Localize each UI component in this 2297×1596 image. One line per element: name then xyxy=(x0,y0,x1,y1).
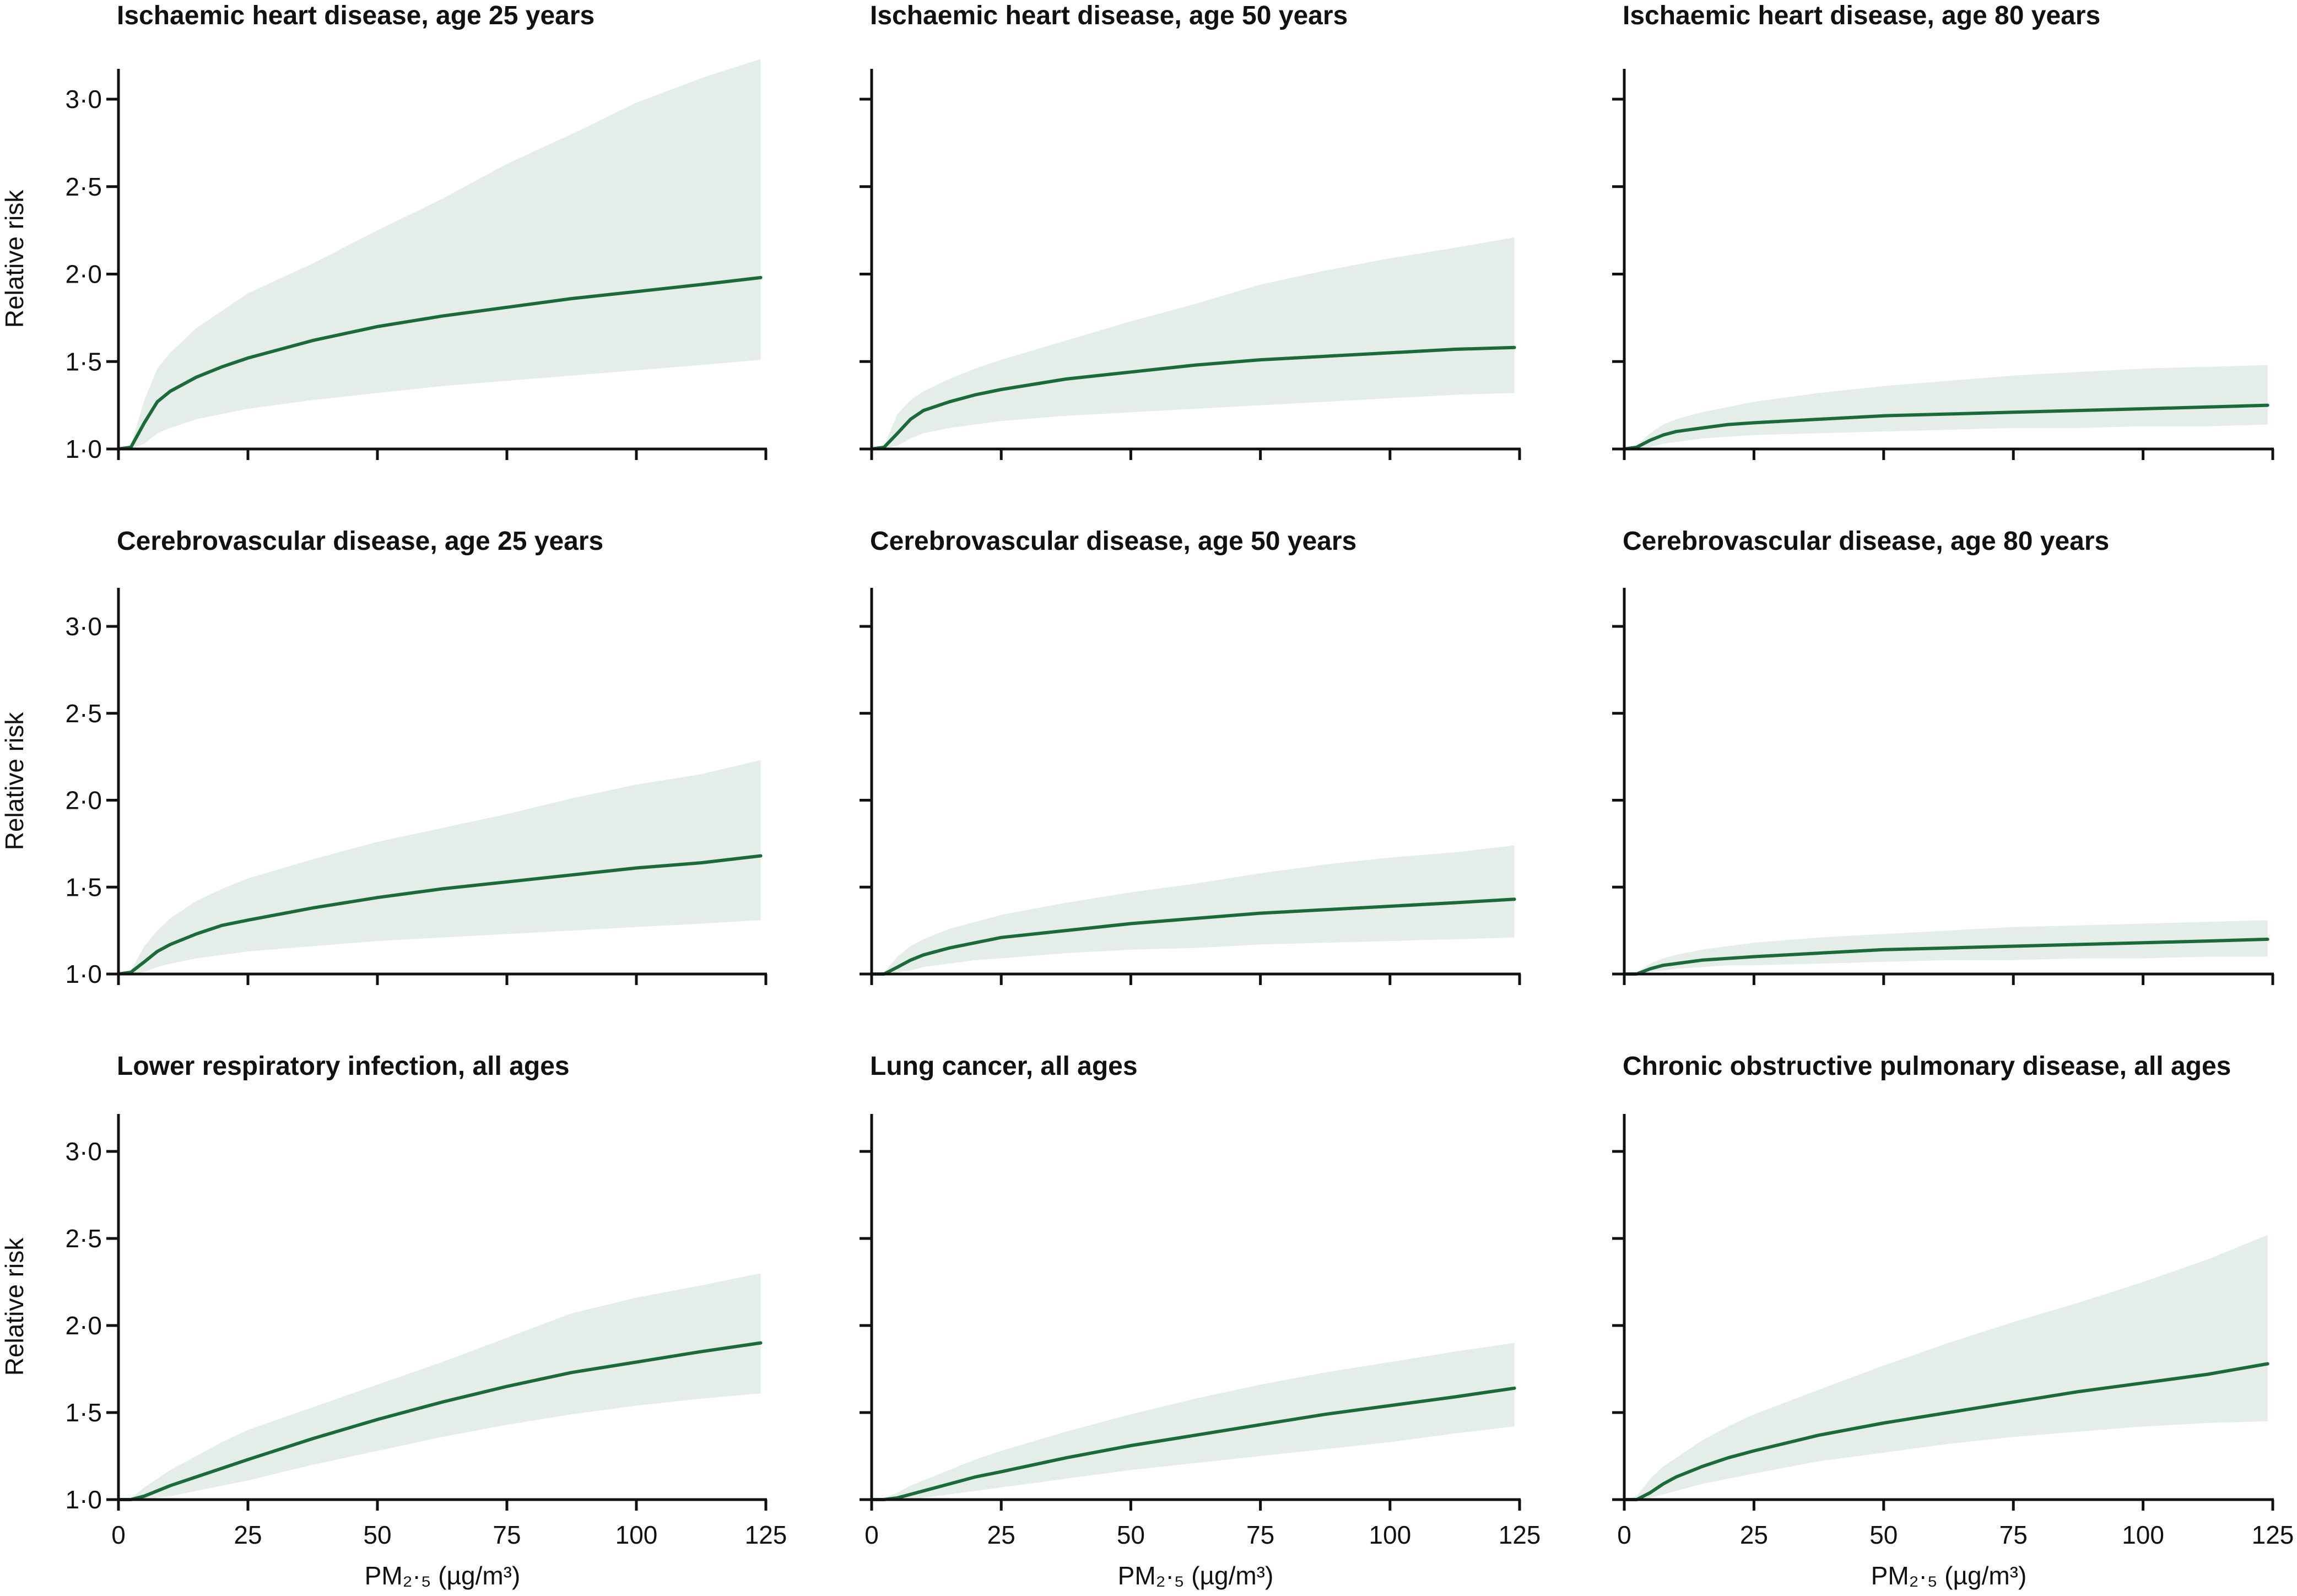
y-tick-label: 1·5 xyxy=(66,873,102,901)
panel-9: Chronic obstructive pulmonary disease, a… xyxy=(1612,1052,2294,1590)
panel-title: Ischaemic heart disease, age 25 years xyxy=(117,1,594,30)
x-tick-label: 25 xyxy=(234,1521,262,1549)
panel-title: Ischaemic heart disease, age 50 years xyxy=(870,1,1348,30)
series-line xyxy=(1623,403,2269,451)
x-axis-label: PM₂·₅ (µg/m³) xyxy=(1118,1561,1274,1590)
y-tick-label: 2·0 xyxy=(66,786,102,815)
x-tick-label: 25 xyxy=(1740,1521,1768,1549)
panel-title: Cerebrovascular disease, age 25 years xyxy=(117,527,603,556)
panel-title: Ischaemic heart disease, age 80 years xyxy=(1623,1,2100,30)
panel-1: Ischaemic heart disease, age 25 years 1·0… xyxy=(0,1,768,463)
x-tick-label: 0 xyxy=(111,1521,126,1549)
series-line xyxy=(870,1386,1516,1501)
series-line xyxy=(870,897,1516,976)
x-tick-label: 50 xyxy=(1869,1521,1898,1549)
y-tick-label: 2·0 xyxy=(66,260,102,289)
confidence-band xyxy=(872,237,1515,449)
panel-2: Ischaemic heart disease, age 50 years xyxy=(860,1,1521,460)
y-tick-label: 2·5 xyxy=(66,1224,102,1253)
y-axis-label: Relative risk xyxy=(0,1237,29,1376)
panel-title: Cerebrovascular disease, age 50 years xyxy=(870,527,1356,556)
confidence-band xyxy=(1624,365,2268,449)
y-tick-label: 2·0 xyxy=(66,1311,102,1340)
panel-title: Chronic obstructive pulmonary disease, a… xyxy=(1623,1052,2231,1081)
x-tick-label: 75 xyxy=(1999,1521,2028,1549)
confidence-band xyxy=(118,59,761,449)
x-tick-label: 100 xyxy=(2122,1521,2164,1549)
x-tick-label: 50 xyxy=(363,1521,391,1549)
series-line xyxy=(117,854,763,976)
x-tick-label: 100 xyxy=(615,1521,658,1549)
panel-7: Lower respiratory infection, all ages 1·0… xyxy=(0,1052,787,1590)
series-line xyxy=(870,345,1516,451)
x-axis-label: PM₂·₅ (µg/m³) xyxy=(365,1561,521,1590)
y-tick-label: 2·5 xyxy=(66,172,102,201)
y-tick-label: 2·5 xyxy=(66,699,102,728)
x-axis-label: PM₂·₅ (µg/m³) xyxy=(1871,1561,2027,1590)
y-tick-label: 1·0 xyxy=(66,435,102,463)
y-tick-label: 1·0 xyxy=(66,960,102,988)
y-tick-label: 1·0 xyxy=(66,1485,102,1514)
y-tick-label: 3·0 xyxy=(66,612,102,641)
x-tick-label: 25 xyxy=(987,1521,1015,1549)
x-tick-label: 0 xyxy=(864,1521,879,1549)
panel-title: Lung cancer, all ages xyxy=(870,1052,1138,1081)
x-tick-label: 125 xyxy=(2252,1521,2294,1549)
panel-4: Cerebrovascular disease, age 25 years 1·0… xyxy=(0,527,768,988)
x-tick-label: 50 xyxy=(1117,1521,1145,1549)
x-tick-label: 125 xyxy=(1499,1521,1541,1549)
panel-5: Cerebrovascular disease, age 50 years xyxy=(860,527,1521,985)
panel-title: Cerebrovascular disease, age 80 years xyxy=(1623,527,2109,556)
y-axis-label: Relative risk xyxy=(0,712,29,851)
panel-8: Lung cancer, all ages 0 25 50 75 100 125 PM₂·₅ … xyxy=(860,1052,1541,1590)
confidence-band xyxy=(118,760,761,974)
y-axis-label: Relative risk xyxy=(0,190,29,328)
confidence-band xyxy=(118,1273,761,1500)
confidence-band xyxy=(1624,1235,2268,1500)
panel-title: Lower respiratory infection, all ages xyxy=(117,1052,570,1081)
confidence-band xyxy=(872,845,1515,974)
confidence-band xyxy=(872,1343,1515,1500)
y-tick-label: 1·5 xyxy=(66,1398,102,1427)
series-line xyxy=(117,1341,763,1501)
y-tick-label: 3·0 xyxy=(66,85,102,113)
panel-3: Ischaemic heart disease, age 80 years xyxy=(1612,1,2274,460)
y-tick-label: 1·5 xyxy=(66,347,102,376)
x-tick-label: 75 xyxy=(1246,1521,1274,1549)
x-tick-label: 75 xyxy=(493,1521,521,1549)
x-tick-label: 100 xyxy=(1369,1521,1411,1549)
series-line xyxy=(117,275,763,451)
series-line xyxy=(1623,1362,2269,1501)
panel-6: Cerebrovascular disease, age 80 years xyxy=(1612,527,2274,985)
y-tick-label: 3·0 xyxy=(66,1137,102,1166)
x-tick-label: 0 xyxy=(1617,1521,1631,1549)
series-line xyxy=(1623,937,2269,976)
x-tick-label: 125 xyxy=(745,1521,787,1549)
